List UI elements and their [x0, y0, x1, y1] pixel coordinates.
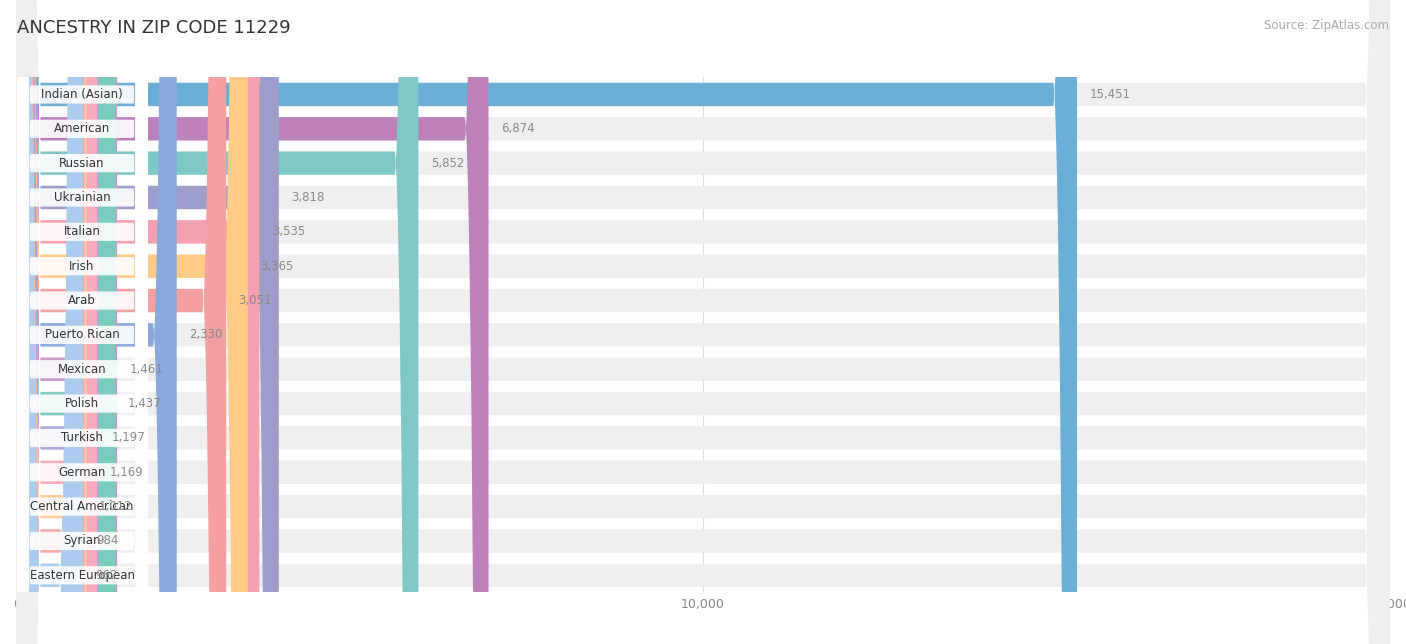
FancyBboxPatch shape: [17, 0, 1389, 644]
FancyBboxPatch shape: [17, 0, 1389, 644]
FancyBboxPatch shape: [17, 0, 148, 644]
Text: Arab: Arab: [67, 294, 96, 307]
Text: 6,874: 6,874: [501, 122, 534, 135]
FancyBboxPatch shape: [17, 0, 226, 644]
FancyBboxPatch shape: [17, 0, 148, 644]
Text: Source: ZipAtlas.com: Source: ZipAtlas.com: [1264, 19, 1389, 32]
FancyBboxPatch shape: [17, 0, 1389, 644]
FancyBboxPatch shape: [17, 0, 1389, 644]
FancyBboxPatch shape: [17, 0, 1389, 644]
Text: Puerto Rican: Puerto Rican: [45, 328, 120, 341]
FancyBboxPatch shape: [17, 0, 278, 644]
FancyBboxPatch shape: [17, 0, 97, 644]
FancyBboxPatch shape: [17, 0, 83, 644]
FancyBboxPatch shape: [17, 0, 148, 644]
FancyBboxPatch shape: [17, 0, 98, 644]
Text: 1,197: 1,197: [111, 431, 145, 444]
FancyBboxPatch shape: [17, 0, 1389, 644]
FancyBboxPatch shape: [17, 0, 1389, 644]
Text: Turkish: Turkish: [60, 431, 103, 444]
Text: 962: 962: [96, 569, 118, 582]
Text: 3,365: 3,365: [260, 260, 294, 272]
Text: 1,437: 1,437: [128, 397, 162, 410]
FancyBboxPatch shape: [17, 0, 177, 644]
FancyBboxPatch shape: [17, 0, 148, 644]
FancyBboxPatch shape: [17, 0, 148, 644]
Text: ANCESTRY IN ZIP CODE 11229: ANCESTRY IN ZIP CODE 11229: [17, 19, 291, 37]
Text: 1,461: 1,461: [129, 363, 163, 375]
FancyBboxPatch shape: [17, 0, 117, 644]
Text: 3,535: 3,535: [271, 225, 305, 238]
Text: 3,051: 3,051: [239, 294, 271, 307]
FancyBboxPatch shape: [17, 0, 1389, 644]
FancyBboxPatch shape: [17, 0, 1389, 644]
Text: American: American: [53, 122, 110, 135]
Text: Polish: Polish: [65, 397, 100, 410]
FancyBboxPatch shape: [17, 0, 148, 644]
FancyBboxPatch shape: [17, 0, 260, 644]
FancyBboxPatch shape: [17, 0, 148, 644]
FancyBboxPatch shape: [17, 0, 148, 644]
FancyBboxPatch shape: [17, 0, 1077, 644]
Text: Mexican: Mexican: [58, 363, 107, 375]
FancyBboxPatch shape: [17, 0, 148, 644]
Text: Indian (Asian): Indian (Asian): [41, 88, 122, 101]
FancyBboxPatch shape: [17, 0, 115, 644]
FancyBboxPatch shape: [17, 0, 1389, 644]
Text: Italian: Italian: [63, 225, 100, 238]
Text: Ukrainian: Ukrainian: [53, 191, 111, 204]
Text: 2,330: 2,330: [188, 328, 222, 341]
Text: German: German: [59, 466, 105, 478]
FancyBboxPatch shape: [17, 0, 419, 644]
FancyBboxPatch shape: [17, 0, 247, 644]
FancyBboxPatch shape: [17, 0, 148, 644]
Text: Syrian: Syrian: [63, 535, 101, 547]
FancyBboxPatch shape: [17, 0, 86, 644]
FancyBboxPatch shape: [17, 0, 1389, 644]
Text: 1,012: 1,012: [98, 500, 132, 513]
FancyBboxPatch shape: [17, 0, 1389, 644]
Text: Central American: Central American: [31, 500, 134, 513]
FancyBboxPatch shape: [17, 0, 148, 644]
FancyBboxPatch shape: [17, 0, 84, 644]
FancyBboxPatch shape: [17, 0, 148, 644]
FancyBboxPatch shape: [17, 0, 148, 644]
Text: 15,451: 15,451: [1090, 88, 1130, 101]
Text: Russian: Russian: [59, 156, 105, 169]
FancyBboxPatch shape: [17, 0, 1389, 644]
Text: 3,818: 3,818: [291, 191, 325, 204]
Text: Irish: Irish: [69, 260, 94, 272]
FancyBboxPatch shape: [17, 0, 1389, 644]
FancyBboxPatch shape: [17, 0, 1389, 644]
Text: Eastern European: Eastern European: [30, 569, 135, 582]
Text: 984: 984: [97, 535, 120, 547]
FancyBboxPatch shape: [17, 0, 148, 644]
Text: 5,852: 5,852: [430, 156, 464, 169]
FancyBboxPatch shape: [17, 0, 148, 644]
Text: 1,169: 1,169: [110, 466, 143, 478]
FancyBboxPatch shape: [17, 0, 488, 644]
